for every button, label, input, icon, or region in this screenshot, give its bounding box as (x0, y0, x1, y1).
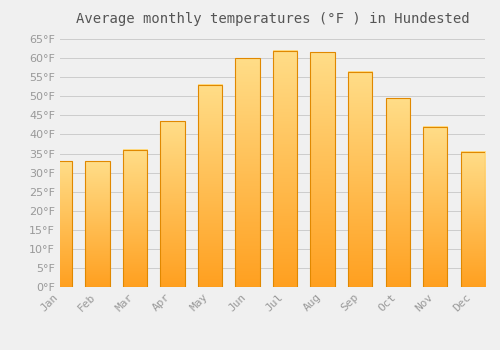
Bar (236, 58, 260, 287)
Bar (348, 71, 372, 287)
Bar (123, 150, 148, 287)
Bar (236, 58, 260, 287)
Bar (273, 50, 297, 287)
Bar (386, 98, 410, 287)
Bar (160, 121, 185, 287)
Bar (386, 98, 410, 287)
Bar (48, 161, 72, 287)
Bar (310, 52, 335, 287)
Bar (86, 161, 110, 287)
Bar (460, 152, 485, 287)
Bar (198, 85, 222, 287)
Bar (460, 152, 485, 287)
Bar (348, 71, 372, 287)
Bar (273, 50, 297, 287)
Bar (198, 85, 222, 287)
Bar (123, 150, 148, 287)
Title: Average monthly temperatures (°F ) in Hundested: Average monthly temperatures (°F ) in Hu… (76, 12, 469, 26)
Bar (423, 127, 448, 287)
Bar (48, 161, 72, 287)
Bar (160, 121, 185, 287)
Bar (86, 161, 110, 287)
Bar (310, 52, 335, 287)
Bar (423, 127, 448, 287)
